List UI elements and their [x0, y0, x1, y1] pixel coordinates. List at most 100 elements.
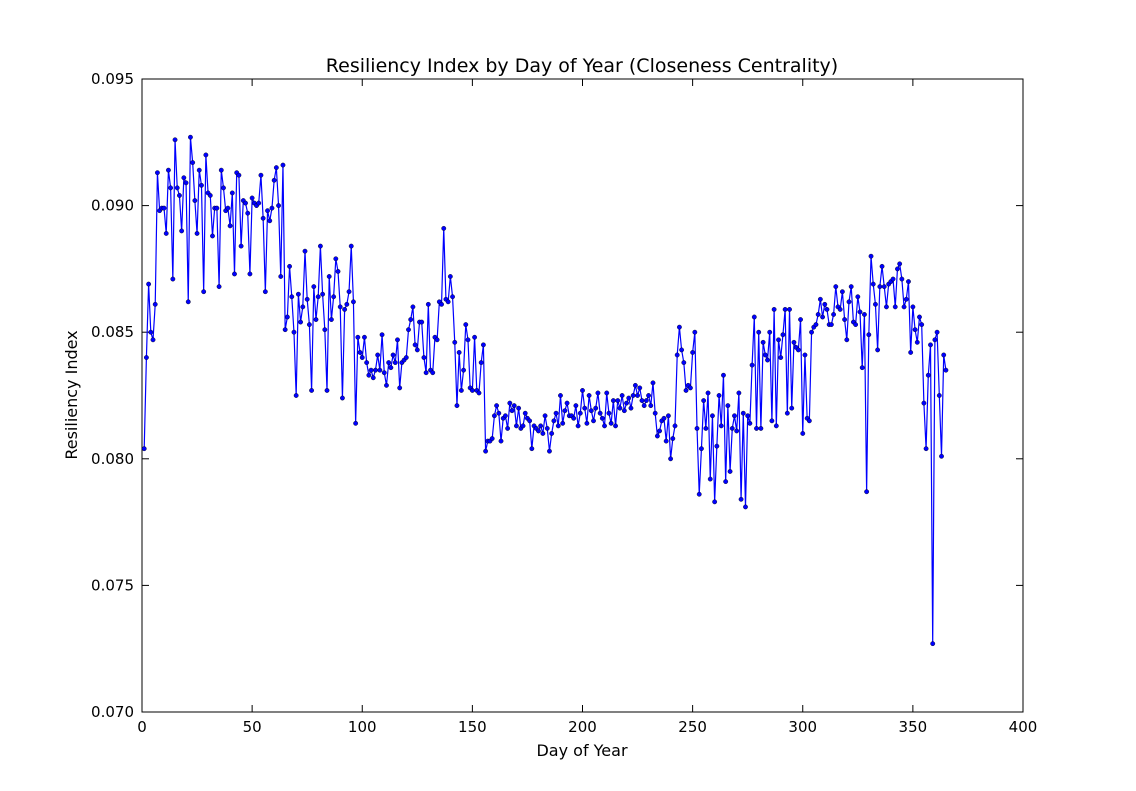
data-point: [390, 352, 396, 358]
data-point: [729, 426, 735, 431]
data-point: [317, 243, 323, 249]
data-point: [322, 327, 328, 333]
data-point: [289, 294, 295, 300]
x-tick-label: 50: [243, 718, 262, 736]
data-point: [168, 185, 174, 191]
data-point: [586, 393, 592, 398]
data-point: [679, 347, 685, 353]
data-point: [800, 431, 806, 436]
data-point: [388, 365, 394, 371]
data-point: [853, 322, 859, 327]
data-point: [454, 403, 460, 409]
data-point: [868, 253, 874, 259]
data-point: [767, 329, 773, 335]
data-point: [740, 410, 746, 416]
data-point: [238, 243, 244, 249]
data-point: [150, 337, 156, 343]
data-point: [458, 388, 464, 393]
data-point: [919, 322, 925, 327]
data-point: [881, 284, 887, 290]
data-point: [624, 400, 629, 406]
data-point: [342, 307, 348, 312]
data-point: [386, 360, 392, 365]
data-point: [716, 393, 722, 398]
data-point: [795, 347, 801, 353]
data-point: [890, 276, 896, 282]
data-point: [864, 489, 870, 495]
data-point: [743, 504, 748, 510]
data-point: [939, 453, 944, 459]
data-point: [873, 301, 878, 307]
data-point: [619, 393, 625, 398]
data-point: [331, 294, 337, 300]
data-point: [571, 415, 577, 421]
data-point: [414, 347, 420, 353]
data-point: [267, 218, 273, 224]
data-point: [903, 296, 909, 302]
data-point: [837, 307, 843, 312]
data-point: [395, 337, 400, 343]
data-point: [419, 319, 425, 325]
data-point: [921, 400, 927, 406]
data-point: [866, 332, 872, 338]
data-point: [558, 393, 563, 398]
data-point: [456, 350, 462, 355]
data-point: [595, 390, 601, 396]
data-point: [188, 134, 193, 140]
data-point: [798, 317, 803, 322]
data-point: [324, 388, 330, 393]
data-point: [862, 312, 867, 317]
data-point: [648, 403, 654, 409]
data-point: [875, 347, 881, 353]
data-point: [351, 299, 356, 305]
y-axis-label: Resiliency Index: [62, 330, 81, 459]
data-point: [842, 317, 847, 322]
data-point: [839, 289, 845, 295]
data-point: [478, 360, 484, 365]
data-point: [452, 339, 458, 345]
data-point: [536, 428, 541, 434]
data-point: [809, 329, 814, 335]
data-point: [155, 170, 160, 176]
data-point: [884, 304, 889, 310]
data-point: [344, 301, 350, 307]
data-point: [313, 317, 319, 322]
data-point: [161, 205, 167, 211]
data-point: [203, 152, 209, 158]
data-point: [654, 433, 660, 439]
data-point: [820, 314, 825, 320]
data-point: [666, 413, 671, 419]
data-point: [353, 420, 359, 426]
x-axis: 0 50 100 150 200 250 300 350 400: [137, 79, 1037, 736]
data-point: [791, 339, 797, 345]
data-point: [663, 438, 669, 444]
data-point: [282, 327, 288, 333]
data-point: [262, 289, 268, 295]
data-point: [542, 413, 548, 419]
data-point: [822, 301, 828, 307]
data-point: [329, 317, 334, 322]
data-point: [295, 291, 301, 297]
data-point: [320, 291, 326, 297]
data-point: [496, 410, 502, 416]
data-point: [243, 200, 248, 206]
data-point: [613, 423, 618, 429]
data-point: [593, 405, 599, 411]
data-point: [357, 350, 363, 355]
data-point: [309, 388, 314, 393]
data-point: [311, 284, 317, 290]
data-point: [199, 182, 204, 188]
data-point: [355, 334, 361, 340]
data-point: [771, 307, 777, 312]
data-point: [190, 160, 196, 165]
data-point: [276, 203, 281, 209]
data-point: [245, 210, 251, 216]
data-point: [657, 428, 662, 434]
data-point: [833, 284, 839, 290]
data-point: [694, 426, 700, 431]
data-point: [152, 301, 158, 307]
data-point: [560, 420, 566, 426]
data-point: [914, 339, 920, 345]
data-point: [677, 324, 682, 330]
data-point: [936, 393, 942, 398]
